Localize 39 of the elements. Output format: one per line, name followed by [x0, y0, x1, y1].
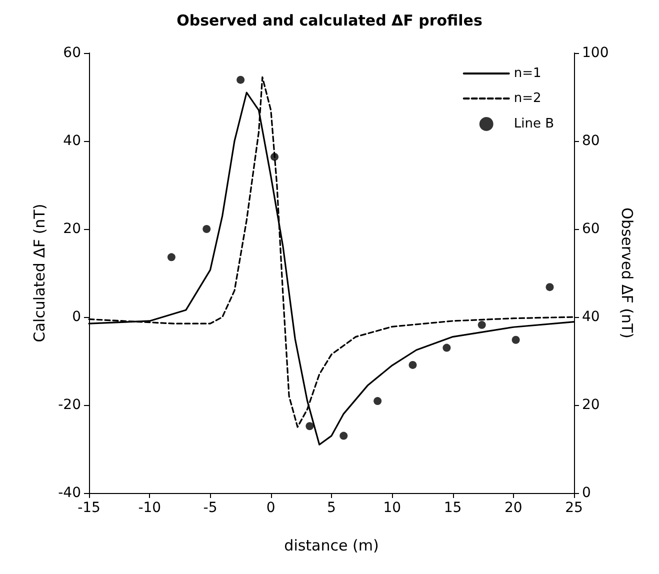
y2-tick-label: 100: [582, 45, 609, 61]
point: [340, 432, 348, 440]
y-tick-label: 60: [63, 45, 81, 61]
point: [167, 253, 176, 262]
x-tick-label: 20: [504, 500, 522, 516]
y2-tick-label: 40: [582, 309, 600, 325]
x-tick-label: 0: [266, 500, 276, 516]
chart-title: Observed and calculated ΔF profiles: [176, 12, 482, 30]
point: [202, 225, 211, 233]
y2-tick-label: 20: [582, 397, 600, 413]
x-tick-label: -10: [138, 500, 162, 516]
y-tick-label: 0: [72, 309, 81, 325]
x-axis-title: distance (m): [284, 536, 379, 554]
legend-label: Line B: [514, 116, 554, 132]
legend-label: n=1: [514, 66, 542, 81]
y-axis-title: Calculated ΔF (nT): [30, 204, 48, 342]
point: [478, 320, 486, 329]
x-tick-label: -15: [78, 500, 100, 516]
x-tick-label: -5: [203, 500, 218, 516]
y-tick-label: 40: [63, 133, 81, 149]
y-tick-label: -20: [58, 397, 81, 413]
x-tick-label: 10: [383, 500, 402, 516]
y-tick-label: 20: [63, 221, 81, 237]
point: [512, 336, 520, 344]
point: [442, 344, 451, 352]
y2-tick-label: 0: [582, 485, 591, 501]
point: [546, 283, 554, 292]
y-tick-label: -40: [58, 485, 81, 501]
y2-axis-title: Observed ΔF (nT): [618, 208, 636, 338]
point: [236, 76, 245, 84]
x-tick-label: 25: [565, 500, 583, 516]
point: [408, 360, 417, 369]
point: [306, 422, 314, 430]
y2-tick-label: 60: [582, 221, 600, 237]
x-tick-label: 15: [444, 500, 462, 516]
x-tick-label: 5: [327, 500, 336, 516]
y2-tick-label: 80: [582, 133, 600, 149]
point: [374, 397, 382, 406]
legend-label: n=2: [514, 91, 542, 106]
